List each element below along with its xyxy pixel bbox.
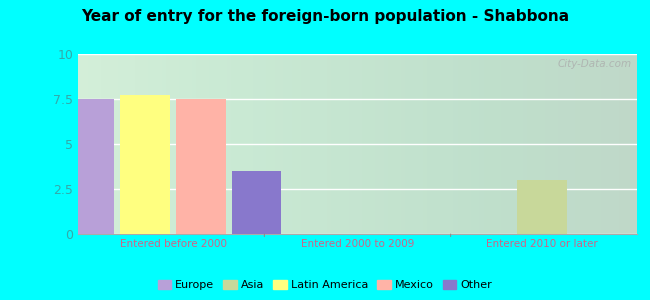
- Bar: [517, 180, 567, 234]
- Bar: [64, 99, 114, 234]
- Legend: Europe, Asia, Latin America, Mexico, Other: Europe, Asia, Latin America, Mexico, Oth…: [153, 275, 497, 294]
- Bar: [176, 99, 226, 234]
- Bar: [232, 171, 281, 234]
- Bar: [120, 95, 170, 234]
- Text: Year of entry for the foreign-born population - Shabbona: Year of entry for the foreign-born popul…: [81, 9, 569, 24]
- Text: City-Data.com: City-Data.com: [557, 59, 631, 69]
